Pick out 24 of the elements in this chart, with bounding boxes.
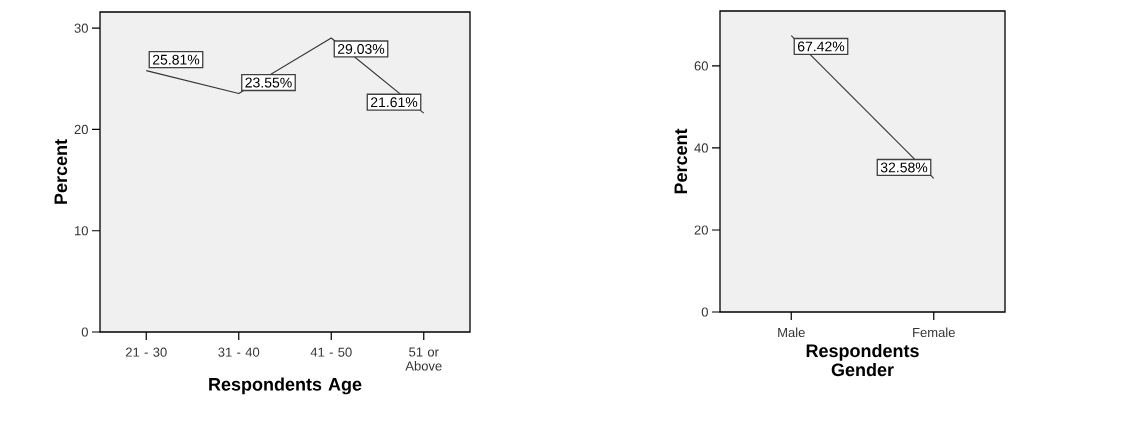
x-tick-label: 31 - 40 bbox=[218, 347, 260, 357]
x-axis-title: Respondents Age bbox=[209, 377, 362, 395]
data-label: 29.03% bbox=[337, 44, 385, 54]
y-tick-label: 20 bbox=[694, 225, 708, 235]
y-axis-title: Percent bbox=[674, 128, 688, 194]
data-label: 21.61% bbox=[370, 97, 418, 108]
y-axis-title: Percent bbox=[54, 139, 68, 204]
y-tick-label: 0 bbox=[701, 307, 708, 317]
y-tick-label: 0 bbox=[81, 327, 88, 337]
data-label: 23.55% bbox=[245, 77, 292, 88]
y-tick-label: 30 bbox=[74, 23, 88, 33]
y-tick-label: 60 bbox=[694, 61, 708, 71]
x-tick-label: 51 or Above bbox=[405, 347, 442, 371]
data-label: 67.42% bbox=[797, 41, 845, 52]
y-tick-label: 10 bbox=[75, 226, 88, 236]
data-label: 25.81% bbox=[152, 54, 200, 65]
x-axis-title: Respondents Gender bbox=[806, 343, 919, 377]
x-tick-label: 41 - 50 bbox=[310, 347, 352, 357]
x-tick-label: Female bbox=[913, 327, 955, 338]
x-tick-label: Male bbox=[778, 327, 805, 338]
y-tick-label: 20 bbox=[74, 124, 88, 135]
data-label: 32.58% bbox=[880, 162, 928, 173]
y-tick-label: 40 bbox=[694, 143, 708, 153]
x-tick-label: 21 - 30 bbox=[125, 347, 167, 357]
